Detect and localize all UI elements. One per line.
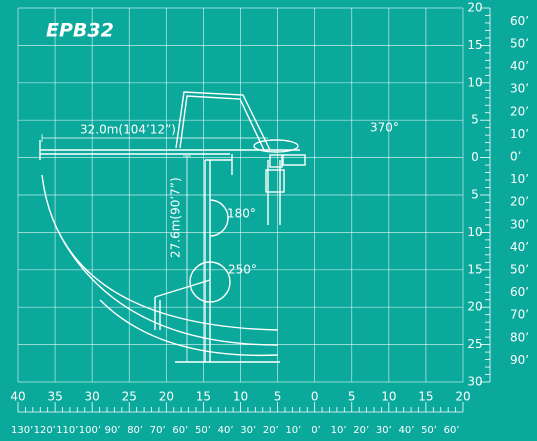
- rotation-middle: 180°: [227, 207, 256, 221]
- title: EPB32: [46, 20, 114, 42]
- y-feet-label: 70’: [510, 308, 529, 322]
- x-feet-label: 120’: [34, 425, 56, 436]
- y-feet-label: 60’: [510, 285, 529, 299]
- y-feet-label: 30’: [510, 82, 529, 96]
- y-feet-label: 60’: [510, 14, 529, 28]
- x-feet-label: 70’: [150, 425, 166, 436]
- y-feet-label: 90’: [510, 353, 529, 367]
- x-meter-label: 15: [196, 390, 211, 404]
- x-meter-label: 15: [418, 390, 433, 404]
- x-feet-label: 0’: [311, 425, 321, 436]
- x-feet-label: 40’: [218, 425, 234, 436]
- x-meter-label: 5: [348, 390, 356, 404]
- x-feet-label: 50’: [421, 425, 437, 436]
- y-meter-label: 10: [467, 225, 482, 239]
- y-meter-label: 5: [471, 113, 479, 127]
- x-meter-label: 20: [159, 390, 174, 404]
- x-feet-label: 40’: [398, 425, 414, 436]
- y-meter-label: 15: [467, 262, 482, 276]
- x-feet-label: 30’: [240, 425, 256, 436]
- y-meter-label: 10: [467, 75, 482, 89]
- vertical-reach: 27.6m(90’7”): [169, 177, 183, 258]
- y-meter-label: 20: [467, 1, 482, 15]
- x-feet-label: 50’: [195, 425, 211, 436]
- horizontal-reach: 32.0m(104’12”): [80, 123, 176, 137]
- y-feet-label: 80’: [510, 330, 529, 344]
- y-meter-label: 0: [471, 150, 479, 164]
- x-meter-label: 40: [10, 390, 25, 404]
- y-meter-label: 30: [467, 375, 482, 389]
- x-meter-label: 20: [455, 390, 470, 404]
- x-feet-label: 80’: [127, 425, 143, 436]
- x-feet-label: 130’: [11, 425, 33, 436]
- x-meter-label: 10: [233, 390, 248, 404]
- grid: [17, 7, 464, 383]
- x-feet-label: 10’: [331, 425, 347, 436]
- x-feet-label: 30’: [376, 425, 392, 436]
- y-feet-label: 20’: [510, 195, 529, 209]
- x-meter-label: 10: [381, 390, 396, 404]
- x-meter-label: 5: [274, 390, 282, 404]
- x-feet-label: 60’: [172, 425, 188, 436]
- y-feet-label: 40’: [510, 59, 529, 73]
- x-meter-label: 25: [122, 390, 137, 404]
- x-feet-label: 110’: [56, 425, 78, 436]
- y-meter-label: 20: [467, 300, 482, 314]
- x-feet-label: 20’: [263, 425, 279, 436]
- y-feet-label: 30’: [510, 217, 529, 231]
- x-feet-label: 20’: [353, 425, 369, 436]
- y-feet-label: 50’: [510, 36, 529, 50]
- y-feet-label: 10’: [510, 127, 529, 141]
- y-feet-label: 50’: [510, 263, 529, 277]
- x-meter-label: 35: [47, 390, 62, 404]
- y-feet-label: 0’: [510, 150, 521, 164]
- y-feet-label: 10’: [510, 172, 529, 186]
- x-feet-label: 90’: [105, 425, 121, 436]
- y-meter-label: 5: [471, 188, 479, 202]
- y-feet-label: 40’: [510, 240, 529, 254]
- x-meter-label: 0: [311, 390, 319, 404]
- y-meter-label: 15: [467, 38, 482, 52]
- boom-drawing: [39, 91, 306, 363]
- x-meter-label: 30: [85, 390, 100, 404]
- x-feet-label: 100’: [79, 425, 101, 436]
- y-feet-label: 20’: [510, 104, 529, 118]
- rotation-lower: 250°: [228, 263, 257, 277]
- x-feet-label: 60’: [444, 425, 460, 436]
- x-feet-label: 10’: [285, 425, 301, 436]
- y-meter-label: 25: [467, 337, 482, 351]
- rotation-top: 370°: [370, 121, 399, 135]
